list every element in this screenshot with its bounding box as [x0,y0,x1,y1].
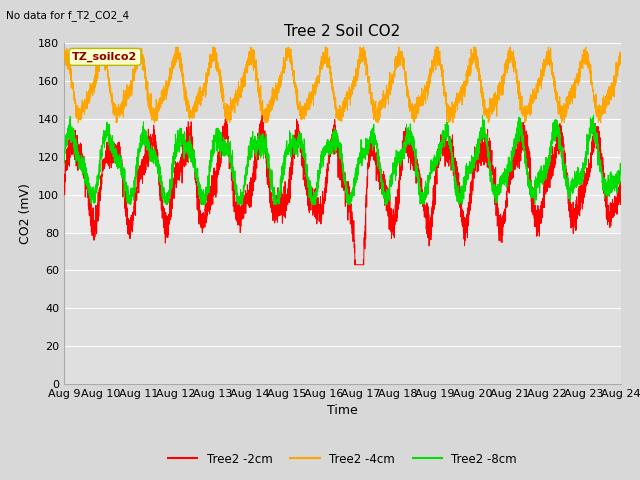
X-axis label: Time: Time [327,405,358,418]
Text: TZ_soilco2: TZ_soilco2 [72,52,138,62]
Title: Tree 2 Soil CO2: Tree 2 Soil CO2 [284,24,401,39]
Text: No data for f_T2_CO2_4: No data for f_T2_CO2_4 [6,10,129,21]
Bar [64,232,621,384]
Bar [64,43,621,119]
Y-axis label: CO2 (mV): CO2 (mV) [19,183,33,244]
Legend: Tree2 -2cm, Tree2 -4cm, Tree2 -8cm: Tree2 -2cm, Tree2 -4cm, Tree2 -8cm [163,448,522,470]
